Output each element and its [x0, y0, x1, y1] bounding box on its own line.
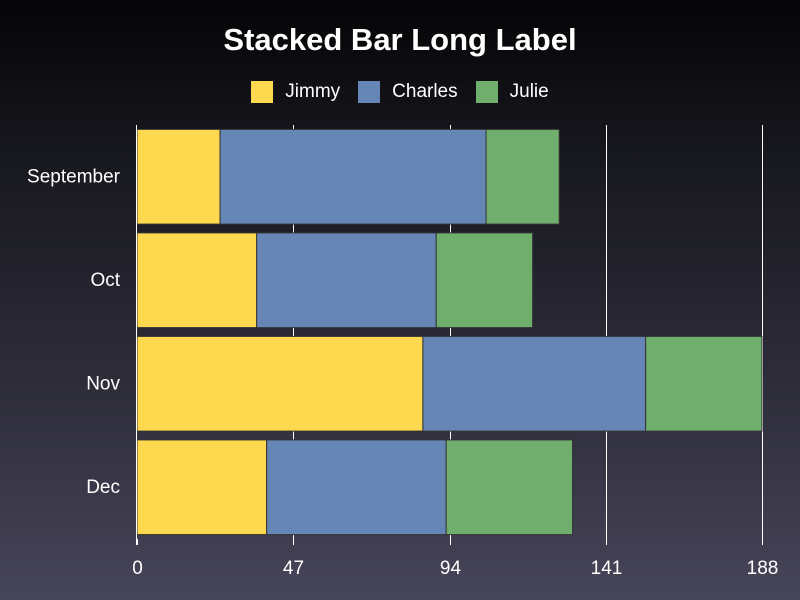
legend-item-julie[interactable]: Julie: [475, 81, 549, 103]
bar-julie-oct: [435, 232, 534, 329]
legend-swatch-jimmy: [251, 81, 274, 103]
category-label-dec: Dec: [86, 477, 120, 498]
bar-julie-nov: [645, 335, 763, 432]
legend-swatch-charles: [358, 81, 381, 103]
legend-item-charles[interactable]: Charles: [358, 81, 458, 103]
bar-jimmy-dec: [136, 439, 268, 536]
chart-title: Stacked Bar Long Label: [223, 22, 577, 57]
legend-label-julie: Julie: [509, 81, 549, 102]
category-label-september: September: [27, 166, 121, 187]
bar-charles-september: [219, 128, 487, 225]
bar-julie-september: [485, 128, 560, 225]
legend-swatch-julie: [475, 81, 498, 103]
legend-item-jimmy[interactable]: Jimmy: [251, 81, 340, 103]
x-tick-label-0: 0: [132, 558, 143, 579]
bar-jimmy-oct: [136, 232, 258, 329]
x-tick-label-141: 141: [591, 558, 623, 579]
legend-label-charles: Charles: [392, 81, 458, 102]
bar-jimmy-september: [136, 128, 221, 225]
x-tick-label-94: 94: [440, 558, 462, 579]
category-label-oct: Oct: [90, 270, 120, 291]
bar-charles-oct: [256, 232, 437, 329]
legend-label-jimmy: Jimmy: [285, 81, 341, 102]
x-tick-label-47: 47: [283, 558, 304, 579]
chart-legend: Jimmy Charles Julie: [0, 80, 800, 104]
category-label-nov: Nov: [86, 373, 120, 394]
bar-jimmy-nov: [136, 335, 424, 432]
x-tick-label-188: 188: [747, 558, 779, 579]
bar-julie-dec: [445, 439, 574, 536]
bar-charles-dec: [266, 439, 447, 536]
bar-charles-nov: [422, 335, 647, 432]
